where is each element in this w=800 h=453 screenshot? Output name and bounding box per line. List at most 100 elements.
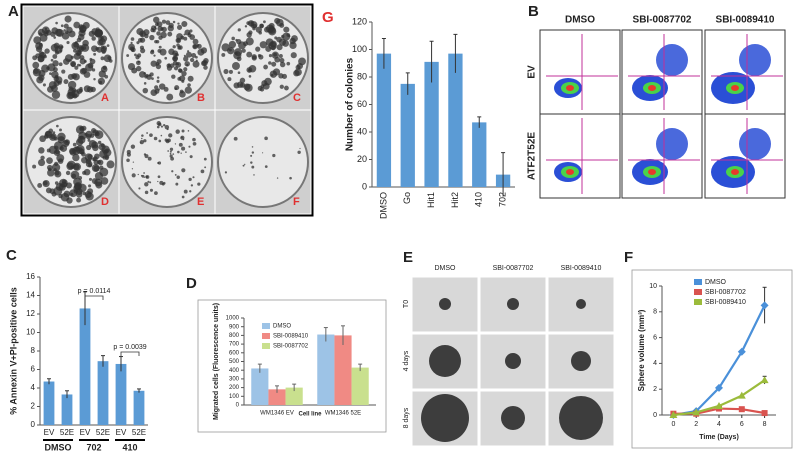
annotation: p = 0.0039: [113, 344, 146, 351]
y-tick-label: 0: [31, 420, 36, 429]
colony: [92, 129, 99, 136]
column-label: SBI-0089410: [716, 15, 775, 26]
colony: [57, 132, 66, 142]
x-tick-label: WM1346 EV: [260, 411, 294, 417]
colony: [181, 168, 186, 173]
colony: [189, 34, 196, 40]
colony: [276, 44, 283, 51]
marker: [669, 411, 678, 418]
colony: [95, 181, 103, 189]
colony: [92, 156, 98, 162]
x-tick-label: 2: [694, 421, 698, 428]
colony: [128, 43, 135, 51]
y-axis-label: % Annexin V+PI-positive cells: [8, 287, 18, 414]
colony: [166, 93, 174, 101]
colony: [187, 75, 194, 82]
colony: [153, 136, 158, 141]
colony: [178, 142, 183, 147]
colony: [91, 164, 100, 172]
colony: [279, 61, 286, 68]
colony: [44, 48, 50, 54]
colony: [187, 83, 191, 87]
colony: [251, 151, 255, 154]
colony: [144, 190, 149, 195]
colony: [154, 191, 158, 196]
colony: [172, 45, 176, 49]
colony: [158, 83, 166, 90]
colony: [159, 180, 164, 185]
colony: [196, 43, 202, 49]
colony: [176, 33, 183, 40]
colony: [176, 175, 180, 179]
colony: [149, 34, 155, 41]
colony: [157, 122, 162, 127]
colony: [146, 132, 148, 134]
colony: [167, 138, 171, 143]
x-axis-label: Time (Days): [699, 434, 739, 441]
panel-d-frame: [197, 299, 387, 433]
x-tick-label: DMSO: [378, 192, 388, 219]
colony: [72, 153, 80, 162]
colony: [192, 141, 197, 146]
colony: [61, 32, 70, 40]
colony: [91, 45, 98, 52]
colony: [144, 182, 149, 187]
colony: [164, 138, 168, 142]
colony: [169, 152, 172, 155]
colony: [46, 148, 51, 153]
y-tick-label: 20: [357, 154, 367, 164]
colony: [51, 191, 57, 197]
colony: [263, 20, 266, 24]
colony: [192, 137, 196, 142]
colony: [172, 20, 176, 24]
colony: [244, 83, 253, 92]
bar: [285, 387, 303, 405]
x-tick-label: EV: [44, 428, 55, 437]
colony: [126, 54, 130, 57]
colony: [251, 55, 257, 61]
colony: [189, 155, 193, 159]
colony: [181, 136, 183, 139]
colony: [149, 181, 152, 184]
colony: [221, 43, 230, 52]
colony: [102, 155, 107, 160]
colony: [54, 28, 63, 37]
colony: [176, 24, 183, 30]
colony: [298, 57, 306, 66]
colony: [248, 30, 253, 35]
colony: [137, 37, 143, 43]
colony: [157, 25, 163, 32]
colony: [191, 52, 197, 58]
colony: [143, 172, 145, 174]
colony: [53, 67, 58, 72]
colony: [48, 128, 54, 134]
colony: [140, 48, 146, 54]
colony: [185, 151, 187, 153]
colony: [38, 147, 45, 154]
colony: [200, 169, 205, 174]
panel-letter: B: [528, 3, 539, 20]
colony: [259, 41, 268, 49]
colony: [160, 31, 167, 39]
colony: [166, 63, 171, 68]
colony: [53, 36, 56, 39]
y-tick-label: 100: [352, 44, 367, 54]
colony: [130, 144, 136, 149]
colony: [161, 19, 167, 24]
density: [656, 128, 688, 160]
colony: [228, 48, 232, 52]
y-tick-label: 2: [31, 402, 36, 411]
colony: [174, 143, 177, 145]
colony: [60, 192, 70, 202]
marker: [692, 408, 701, 416]
colony: [160, 134, 163, 137]
colony: [297, 150, 301, 154]
colony: [126, 152, 131, 157]
colony: [264, 165, 268, 169]
colony: [140, 142, 142, 144]
panel-letter: E: [403, 249, 413, 266]
colony: [289, 41, 297, 50]
marker: [760, 301, 769, 310]
colony: [167, 31, 173, 37]
colony: [132, 161, 135, 163]
